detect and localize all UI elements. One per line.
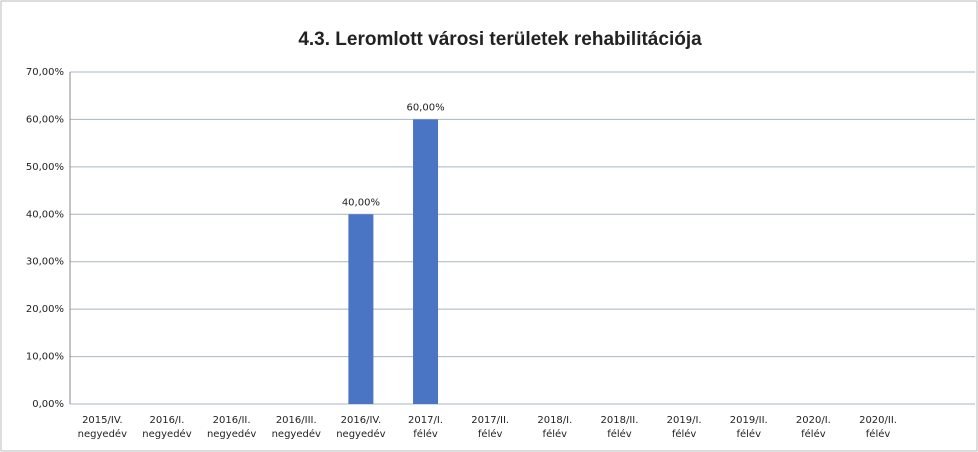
y-tick-label: 70,00%: [26, 67, 64, 78]
y-tick-label: 20,00%: [26, 304, 64, 315]
x-tick-label: félév: [672, 428, 697, 440]
chart-title: 4.3. Leromlott városi területek rehabili…: [298, 29, 702, 50]
y-tick-label: 0,00%: [32, 399, 64, 410]
x-tick-label: 2018/II.: [601, 415, 639, 426]
x-tick-label: 2016/III.: [276, 415, 317, 426]
x-tick-label: 2016/II.: [213, 415, 251, 426]
x-tick-label: negyedév: [272, 428, 321, 440]
x-tick-label: 2017/II.: [471, 415, 509, 426]
x-tick-label: félév: [543, 428, 568, 440]
y-tick-label: 40,00%: [26, 209, 64, 220]
x-tick-label: félév: [736, 428, 761, 440]
x-tick-label: félév: [478, 428, 503, 440]
data-label: 60,00%: [406, 102, 444, 113]
x-tick-label: 2016/IV.: [341, 415, 382, 426]
x-tick-label: negyedév: [207, 428, 256, 440]
x-tick-label: félév: [607, 428, 632, 440]
x-tick-label: félév: [413, 428, 438, 440]
x-tick-label: félév: [866, 428, 891, 440]
y-tick-label: 60,00%: [26, 114, 64, 125]
x-tick-label: 2015/IV.: [82, 415, 123, 426]
x-tick-label: 2018/I.: [537, 415, 572, 426]
x-tick-label: negyedév: [78, 428, 127, 440]
bar: [413, 119, 439, 404]
x-tick-label: 2016/I.: [149, 415, 184, 426]
x-tick-label: 2017/I.: [408, 415, 443, 426]
x-tick-label: negyedév: [336, 428, 385, 440]
bar: [348, 214, 374, 404]
x-tick-label: 2019/I.: [667, 415, 702, 426]
data-label: 40,00%: [342, 197, 380, 208]
y-tick-label: 50,00%: [26, 162, 64, 173]
x-tick-label: 2020/I.: [796, 415, 831, 426]
x-tick-label: félév: [801, 428, 826, 440]
y-tick-label: 30,00%: [26, 257, 64, 268]
x-tick-label: 2019/II.: [730, 415, 768, 426]
x-tick-label: negyedév: [142, 428, 191, 440]
y-tick-label: 10,00%: [26, 352, 64, 363]
x-tick-label: 2020/II.: [859, 415, 897, 426]
